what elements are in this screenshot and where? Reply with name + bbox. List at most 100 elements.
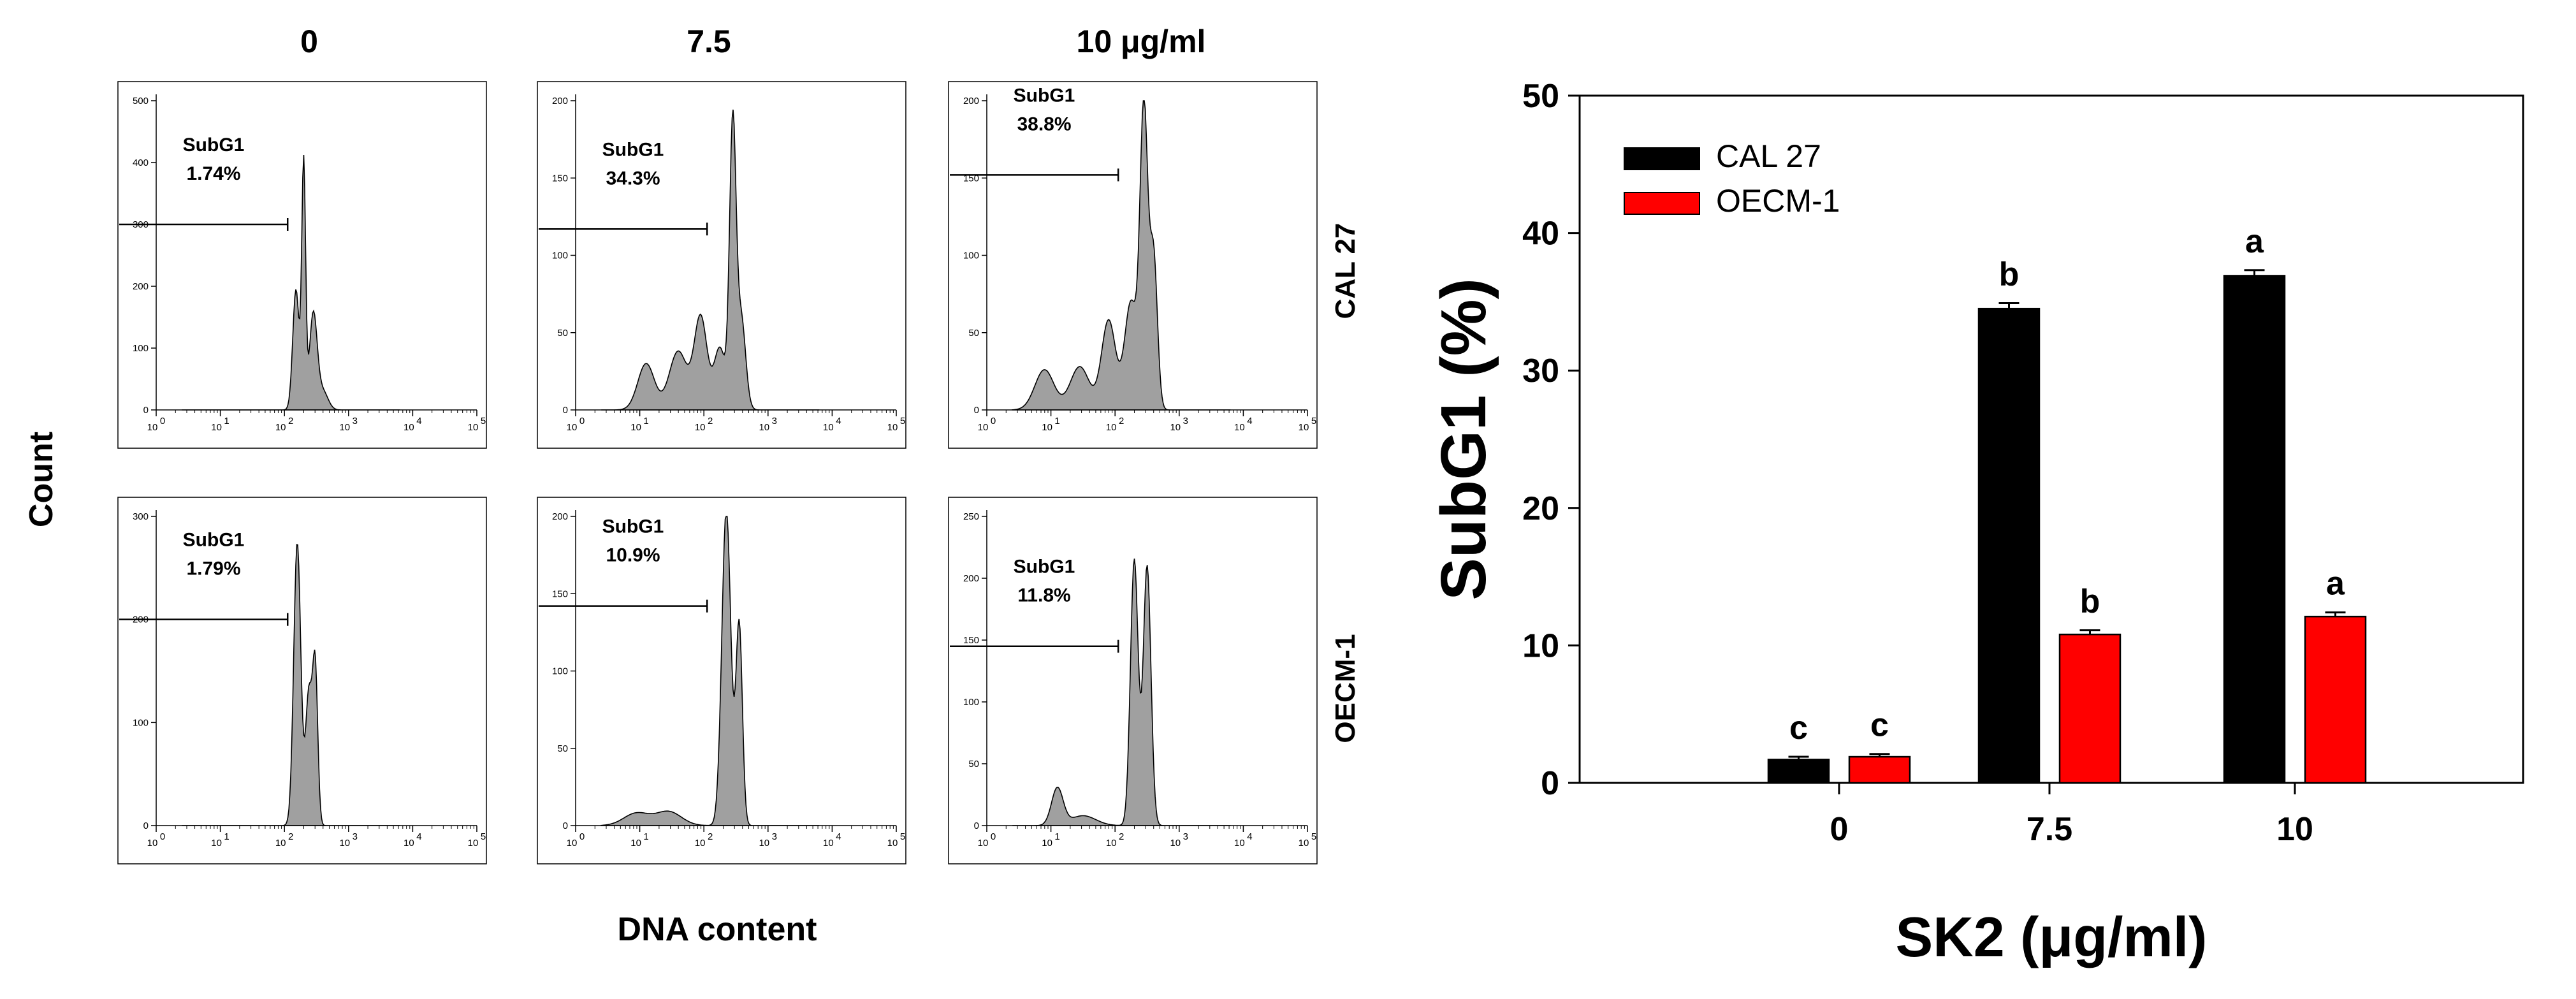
flow-y-tick-label: 100 [552,666,568,677]
flow-x-tick-label: 10 [759,838,769,849]
flow-x-tick-exponent: 3 [772,416,777,427]
flow-y-tick-label: 0 [143,405,149,416]
flow-y-tick-label: 150 [552,588,568,599]
bar-significance-label: a [2245,223,2264,260]
flow-y-tick-label: 100 [963,251,979,261]
flow-x-tick-exponent: 4 [836,831,841,842]
flow-x-tick-exponent: 1 [224,416,229,427]
subg1-bar-chart: 0 10 20 30 40 50 0 c c 7.5 b b 10 a a CAL 27 OECM-1 SubG1… [1428,78,2524,968]
flow-x-tick-exponent: 5 [481,416,486,427]
subg1-gate-value: 1.74% [186,163,240,184]
bar-cal-27-10 [2223,275,2286,784]
flow-x-tick-label: 10 [339,838,350,849]
flow-x-tick-exponent: 4 [836,416,841,427]
flow-x-tick-label: 10 [887,838,898,849]
flow-y-tick-label: 50 [968,759,979,769]
bar-x-tick-label: 7.5 [2027,811,2072,848]
flow-x-tick-exponent: 1 [224,831,229,842]
flow-y-tick-label: 200 [963,573,979,584]
flow-x-tick-label: 10 [1170,838,1181,849]
subg1-gate-label: SubG1 [602,139,664,160]
bar-significance-label: c [1870,707,1889,744]
flow-x-tick-exponent: 0 [579,416,585,427]
bar-y-tick-label: 50 [1522,78,1559,115]
flow-y-tick-label: 400 [133,157,149,168]
flow-x-tick-label: 10 [823,422,834,433]
bar-plot-frame [1578,94,2524,784]
flow-x-tick-label: 10 [1106,422,1117,433]
flow-y-tick-label: 0 [563,820,568,831]
flow-x-tick-exponent: 3 [772,831,777,842]
flow-x-tick-exponent: 2 [1119,831,1124,842]
bar-y-tick-label: 30 [1522,353,1559,390]
flow-y-tick-label: 200 [552,96,568,106]
flow-y-axis-label: Count [23,432,60,527]
flow-x-tick-label: 10 [339,422,350,433]
flow-panel-oecm-1-10: 050100150200250100101102103104105SubG111… [948,497,1318,864]
flow-x-tick-exponent: 3 [1183,831,1188,842]
flow-x-tick-label: 10 [630,838,641,849]
flow-x-tick-exponent: 1 [1054,416,1059,427]
flow-x-tick-exponent: 0 [160,831,165,842]
flow-x-axis-label: DNA content [618,911,817,948]
flow-x-tick-label: 10 [887,422,898,433]
bar-significance-label: b [2080,583,2100,620]
flow-y-tick-label: 100 [133,717,149,728]
bar-y-tick-label: 0 [1541,765,1559,802]
flow-x-tick-label: 10 [1234,838,1245,849]
bar-significance-label: b [1999,256,2019,293]
flow-y-tick-label: 200 [133,281,149,292]
flow-y-tick-label: 50 [557,328,568,339]
flow-y-tick-label: 50 [968,328,979,339]
legend-label-cal-27: CAL 27 [1716,138,1821,174]
flow-x-tick-label: 10 [211,838,222,849]
subg1-gate-value: 11.8% [1017,585,1070,606]
flow-x-tick-exponent: 2 [708,831,713,842]
subg1-gate-label: SubG1 [183,530,245,551]
flow-y-tick-label: 250 [963,511,979,522]
flow-y-tick-label: 0 [143,820,149,831]
bar-oecm-1-0 [1848,755,1911,784]
subg1-gate-value: 10.9% [606,545,660,566]
bar-oecm-1-7-5 [2058,633,2121,784]
flow-x-tick-exponent: 0 [579,831,585,842]
flow-x-tick-label: 10 [275,838,286,849]
bar-y-tick-label: 40 [1522,215,1559,252]
flow-x-tick-exponent: 5 [900,831,905,842]
legend-label-oecm-1: OECM-1 [1716,183,1840,219]
flow-x-tick-label: 10 [275,422,286,433]
flow-y-tick-label: 0 [974,405,979,416]
flow-x-tick-label: 10 [404,422,414,433]
flow-y-tick-label: 100 [133,343,149,354]
row-header-oecm1: OECM-1 [1330,634,1361,743]
flow-x-tick-exponent: 5 [900,416,905,427]
flow-x-tick-label: 10 [695,838,706,849]
flow-x-tick-label: 10 [468,838,479,849]
flow-y-tick-label: 100 [552,251,568,261]
flow-x-tick-label: 10 [759,422,769,433]
flow-y-tick-label: 100 [963,697,979,708]
flow-x-tick-label: 10 [468,422,479,433]
flow-x-tick-exponent: 5 [1311,831,1316,842]
flow-x-tick-exponent: 5 [1311,416,1316,427]
flow-x-tick-exponent: 4 [416,416,421,427]
flow-x-tick-exponent: 2 [1119,416,1124,427]
flow-histogram-grid: 0100200300400500100101102103104105SubG11… [117,81,1318,864]
flow-x-tick-label: 10 [1042,838,1052,849]
flow-x-tick-exponent: 2 [288,831,293,842]
flow-x-tick-label: 10 [1106,838,1117,849]
flow-x-tick-exponent: 1 [1054,831,1059,842]
row-header-cal27: CAL 27 [1330,223,1361,319]
subg1-gate-label: SubG1 [602,516,664,537]
flow-x-tick-exponent: 1 [643,416,648,427]
flow-y-tick-label: 200 [963,96,979,106]
flow-x-tick-label: 10 [1042,422,1052,433]
flow-x-tick-exponent: 0 [991,831,996,842]
flow-x-tick-label: 10 [823,838,834,849]
flow-x-tick-label: 10 [147,838,158,849]
flow-x-tick-exponent: 4 [1247,831,1252,842]
legend-swatch-oecm-1 [1624,192,1700,215]
flow-x-tick-label: 10 [1299,422,1309,433]
flow-panel-cal-27-0: 0100200300400500100101102103104105SubG11… [117,81,487,449]
